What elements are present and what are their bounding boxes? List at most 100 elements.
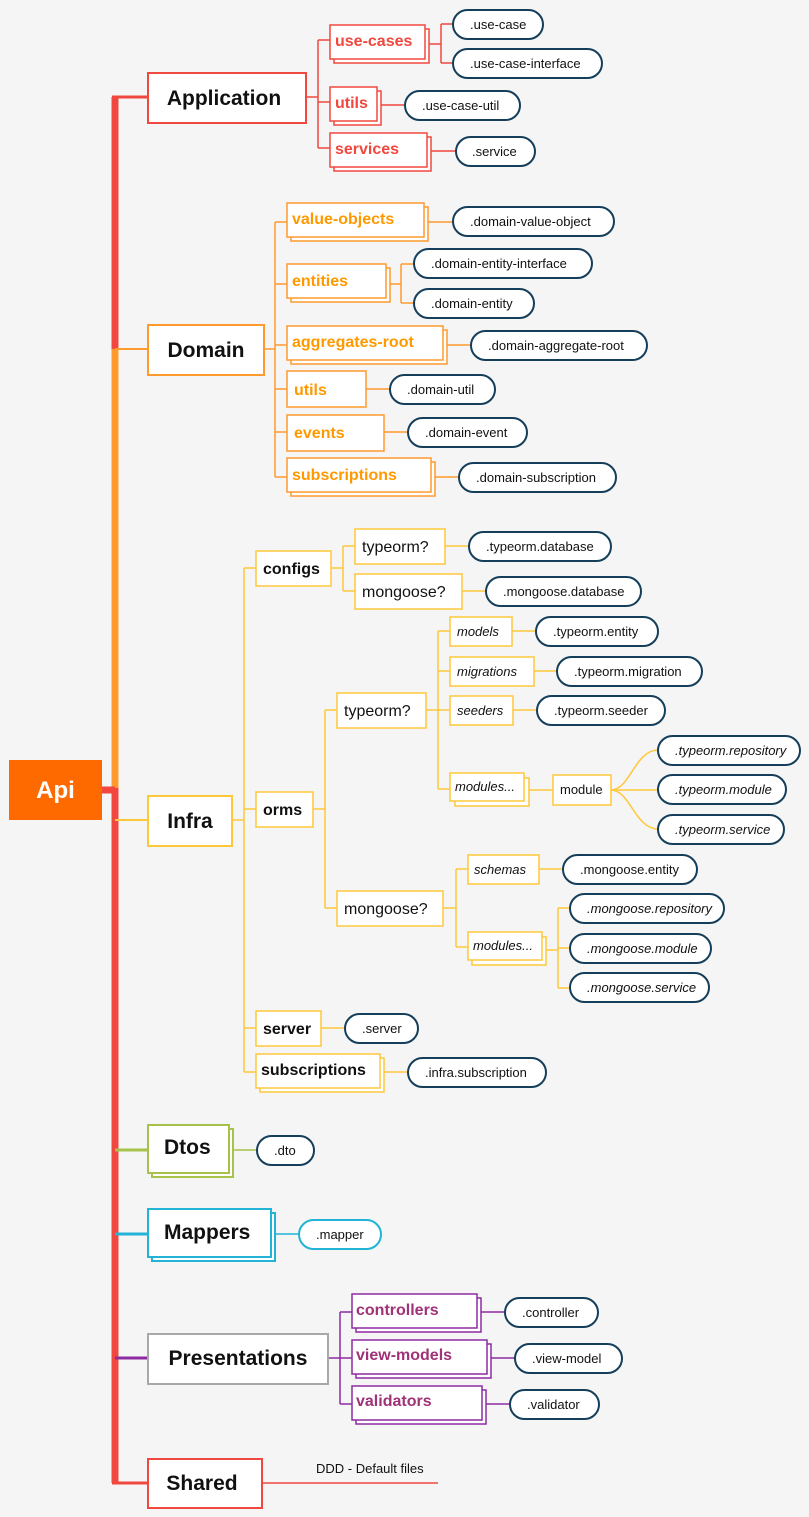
orms-mongoose-label: mongoose? — [344, 901, 428, 918]
shared-node[interactable]: Shared — [147, 1458, 263, 1509]
pill-use-case-interface[interactable]: .use-case-interface — [452, 48, 603, 79]
svg-text:.domain-value-object: .domain-value-object — [470, 214, 591, 229]
svg-text:.server: .server — [362, 1021, 402, 1036]
mongoose-modules-node[interactable]: modules... — [467, 931, 547, 966]
pill-typeorm-seeder[interactable]: .typeorm.seeder — [536, 695, 666, 726]
migrations-node[interactable]: migrations — [449, 656, 535, 687]
pill-server[interactable]: .server — [344, 1013, 419, 1044]
svg-text:.service: .service — [472, 144, 517, 159]
orms-typeorm-label: typeorm? — [344, 703, 411, 720]
seeders-node[interactable]: seeders — [449, 695, 514, 726]
svg-text:.validator: .validator — [527, 1397, 580, 1412]
domain-utils-node[interactable]: utils — [286, 370, 367, 408]
pill-domain-aggregate-root[interactable]: .domain-aggregate-root — [470, 330, 648, 361]
domain-subscriptions-node[interactable]: subscriptions — [286, 457, 436, 497]
services-label: services — [335, 141, 399, 158]
utils-node[interactable]: utils — [329, 86, 382, 126]
pill-typeorm-module[interactable]: .typeorm.module — [657, 774, 787, 805]
svg-text:.mongoose.repository: .mongoose.repository — [587, 901, 714, 916]
configs-typeorm-label: typeorm? — [362, 539, 429, 556]
svg-text:.mongoose.database: .mongoose.database — [503, 584, 624, 599]
dtos-node[interactable]: Dtos — [147, 1124, 234, 1178]
events-node[interactable]: events — [286, 414, 385, 452]
infra-branch — [232, 545, 659, 1073]
view-models-node[interactable]: view-models — [351, 1339, 492, 1379]
svg-text:.controller: .controller — [522, 1305, 580, 1320]
infra-subscriptions-node[interactable]: subscriptions — [255, 1053, 385, 1093]
pill-typeorm-database[interactable]: .typeorm.database — [468, 531, 612, 562]
orms-typeorm-node[interactable]: typeorm? — [336, 692, 427, 729]
mappers-node[interactable]: Mappers — [147, 1208, 276, 1262]
root-node[interactable]: Api — [9, 760, 102, 820]
pill-dto[interactable]: .dto — [256, 1135, 315, 1166]
pill-mongoose-database[interactable]: .mongoose.database — [485, 576, 642, 607]
svg-text:.use-case-util: .use-case-util — [422, 98, 499, 113]
pill-use-case-util[interactable]: .use-case-util — [404, 90, 521, 121]
configs-mongoose-node[interactable]: mongoose? — [354, 573, 463, 610]
schemas-node[interactable]: schemas — [467, 854, 540, 885]
infra-node[interactable]: Infra — [147, 795, 233, 847]
dtos-label: Dtos — [164, 1136, 211, 1159]
pill-mongoose-entity[interactable]: .mongoose.entity — [562, 854, 698, 885]
svg-text:.domain-entity: .domain-entity — [431, 296, 513, 311]
typeorm-modules-label: modules... — [455, 779, 515, 794]
shared-label: Shared — [166, 1472, 237, 1495]
pill-view-model[interactable]: .view-model — [514, 1343, 623, 1374]
svg-text:.typeorm.database: .typeorm.database — [486, 539, 594, 554]
orms-mongoose-node[interactable]: mongoose? — [336, 890, 444, 927]
entities-node[interactable]: entities — [286, 263, 391, 303]
pill-validator[interactable]: .validator — [509, 1389, 600, 1420]
mappers-label: Mappers — [164, 1221, 250, 1244]
pill-typeorm-entity[interactable]: .typeorm.entity — [535, 616, 659, 647]
orms-node[interactable]: orms — [255, 791, 314, 828]
typeorm-modules-node[interactable]: modules... — [449, 772, 530, 807]
svg-text:.domain-subscription: .domain-subscription — [476, 470, 596, 485]
pill-domain-entity-interface[interactable]: .domain-entity-interface — [413, 248, 593, 279]
pill-domain-util[interactable]: .domain-util — [389, 374, 496, 405]
svg-text:.dto: .dto — [274, 1143, 296, 1158]
pill-mongoose-service[interactable]: .mongoose.service — [569, 972, 710, 1003]
infra-label: Infra — [167, 810, 213, 833]
svg-text:.typeorm.module: .typeorm.module — [675, 782, 772, 797]
domain-node[interactable]: Domain — [147, 324, 265, 376]
services-node[interactable]: services — [329, 132, 432, 172]
use-cases-node[interactable]: use-cases — [329, 24, 430, 64]
presentations-node[interactable]: Presentations — [147, 1333, 329, 1385]
pill-typeorm-service[interactable]: .typeorm.service — [657, 814, 785, 845]
models-node[interactable]: models — [449, 616, 513, 647]
events-label: events — [294, 425, 345, 442]
models-label: models — [457, 624, 499, 639]
module-node[interactable]: module — [552, 774, 612, 806]
pill-typeorm-repository[interactable]: .typeorm.repository — [657, 735, 801, 766]
server-node[interactable]: server — [255, 1010, 322, 1047]
value-objects-node[interactable]: value-objects — [286, 202, 429, 242]
pill-use-case[interactable]: .use-case — [452, 9, 544, 40]
infra-subscriptions-label: subscriptions — [261, 1062, 366, 1079]
pill-domain-entity[interactable]: .domain-entity — [413, 288, 535, 319]
application-node[interactable]: Application — [147, 72, 307, 124]
validators-label: validators — [356, 1393, 432, 1410]
pill-infra-subscription[interactable]: .infra.subscription — [407, 1057, 547, 1088]
pill-service[interactable]: .service — [455, 136, 536, 167]
configs-node[interactable]: configs — [255, 550, 332, 587]
pill-controller[interactable]: .controller — [504, 1297, 599, 1328]
pill-typeorm-migration[interactable]: .typeorm.migration — [556, 656, 703, 687]
domain-utils-label: utils — [294, 382, 327, 399]
root-label: Api — [36, 777, 75, 804]
pill-domain-event[interactable]: .domain-event — [407, 417, 528, 448]
configs-mongoose-label: mongoose? — [362, 584, 446, 601]
controllers-node[interactable]: controllers — [351, 1293, 482, 1333]
pill-mongoose-module[interactable]: .mongoose.module — [569, 933, 712, 964]
validators-node[interactable]: validators — [351, 1385, 487, 1425]
root-trunk — [102, 95, 148, 1485]
configs-typeorm-node[interactable]: typeorm? — [354, 528, 446, 565]
utils-label: utils — [335, 95, 368, 112]
pill-domain-value-object[interactable]: .domain-value-object — [452, 206, 615, 237]
entities-label: entities — [292, 273, 348, 290]
pill-mongoose-repository[interactable]: .mongoose.repository — [569, 893, 725, 924]
svg-text:.domain-entity-interface: .domain-entity-interface — [431, 256, 567, 271]
aggregates-root-node[interactable]: aggregates-root — [286, 325, 448, 365]
pill-domain-subscription[interactable]: .domain-subscription — [458, 462, 617, 493]
svg-text:.typeorm.repository: .typeorm.repository — [675, 743, 788, 758]
pill-mapper[interactable]: .mapper — [298, 1219, 382, 1250]
